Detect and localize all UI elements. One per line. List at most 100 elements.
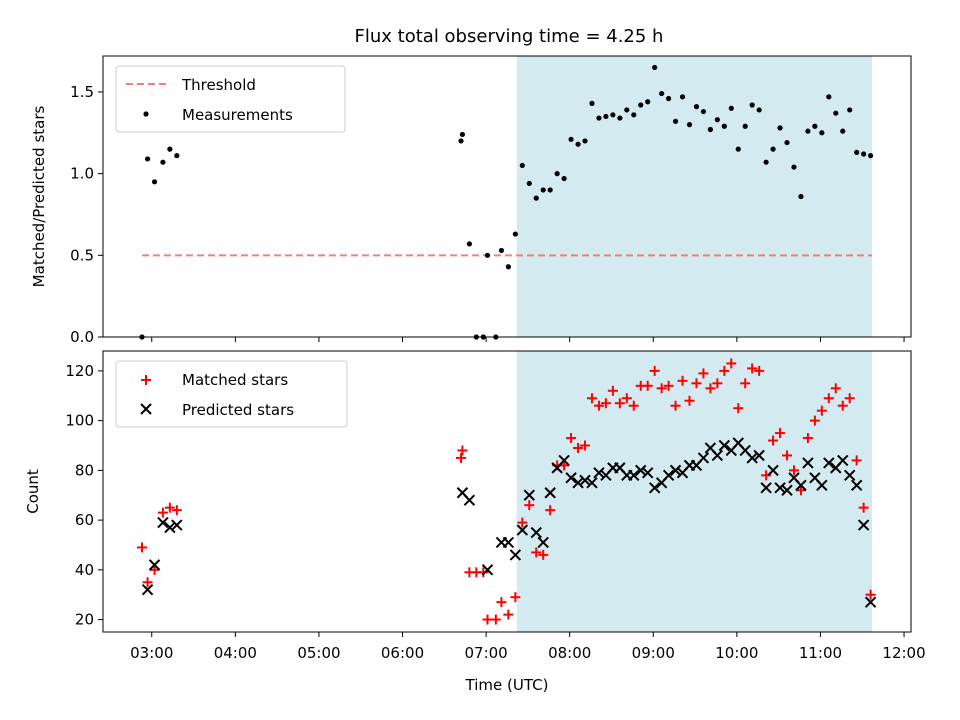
matched-star-point <box>865 589 876 600</box>
matched-star-point <box>837 400 848 411</box>
matched-star-point <box>726 358 737 369</box>
measurement-point <box>459 131 466 138</box>
x-tick-label: 04:00 <box>214 644 257 662</box>
predicted-star-point <box>718 439 731 452</box>
x-tick-label: 05:00 <box>297 644 340 662</box>
predicted-star-point <box>697 452 710 464</box>
measurement-point <box>645 99 651 105</box>
measurement-point <box>840 128 846 134</box>
measurement-point <box>707 126 713 133</box>
predicted-star-point <box>662 469 675 482</box>
legend-x-marker <box>140 403 152 415</box>
measurement-point <box>819 130 825 136</box>
top-axis-ticks: 0.0 0.5 1.0 1.5 <box>70 83 905 346</box>
matched-star-point <box>670 400 681 411</box>
predicted-star-point <box>171 519 183 531</box>
measurement-point <box>847 107 853 113</box>
matched-star-point <box>531 547 542 558</box>
predicted-star-point <box>502 536 515 549</box>
legend-threshold-label: Threshold <box>181 76 256 94</box>
measurement-point <box>582 138 588 144</box>
measurement-point <box>861 151 867 157</box>
measurement-point <box>700 108 707 115</box>
y-tick-label: 0.0 <box>70 328 94 346</box>
matched-star-point <box>573 442 584 453</box>
measurement-point <box>868 153 874 159</box>
measurement-point <box>714 117 720 123</box>
predicted-star-point <box>837 454 849 467</box>
measurement-point <box>505 264 511 270</box>
top-axes-frame <box>102 55 912 338</box>
matched-star-point <box>510 592 521 603</box>
predicted-star-point <box>579 474 591 487</box>
legend-measurements-label: Measurements <box>182 106 293 124</box>
matched-star-point <box>719 365 730 376</box>
y-tick-label: 40 <box>75 561 94 579</box>
matched-star-point <box>171 505 182 516</box>
matched-star-point <box>851 455 862 466</box>
matched-star-point <box>823 393 834 404</box>
measurement-point <box>631 112 637 118</box>
matched-star-point <box>457 445 468 456</box>
matched-star-point <box>157 507 168 518</box>
matched-star-point <box>628 400 639 411</box>
predicted-star-point <box>641 467 654 479</box>
y-tick-label: 80 <box>75 461 94 479</box>
x-tick-label: 12:00 <box>882 644 925 662</box>
top-legend: Threshold Measurements <box>115 65 346 133</box>
x-tick-label: 07:00 <box>464 644 507 662</box>
measurement-point <box>756 107 762 113</box>
measurement-point <box>540 187 546 193</box>
matched-star-point <box>830 383 841 394</box>
y-tick-label: 1.0 <box>70 165 94 183</box>
predicted-star-point <box>711 449 724 462</box>
matched-star-point <box>747 363 758 374</box>
measurement-point <box>533 195 539 201</box>
x-tick-label: 06:00 <box>381 644 424 662</box>
predicted-star-point <box>795 479 807 491</box>
matched-star-point <box>844 393 855 404</box>
y-tick-label: 60 <box>75 511 94 529</box>
predicted-star-point <box>760 482 772 494</box>
measurement-point <box>693 104 700 110</box>
x-tick-label: 03:00 <box>130 644 173 662</box>
matched-star-point <box>538 549 549 560</box>
measurement-point <box>603 113 609 120</box>
measurement-point <box>589 100 595 106</box>
measurement-point <box>784 139 790 146</box>
matched-star-point <box>503 609 514 620</box>
measurement-point <box>666 95 672 102</box>
predicted-star-point <box>463 494 476 506</box>
x-tick-label: 08:00 <box>548 644 591 662</box>
matched-star-point <box>740 378 751 389</box>
predicted-star-point <box>593 467 605 479</box>
matched-star-point <box>149 564 160 575</box>
measurement-point <box>805 128 811 134</box>
predicted-star-point <box>774 482 786 494</box>
predicted-star-point <box>864 596 877 608</box>
predicted-star-point <box>565 472 577 484</box>
measurement-point <box>547 187 553 193</box>
matched-star-point <box>580 440 591 451</box>
measurement-point <box>659 90 665 97</box>
matched-star-point <box>698 368 709 379</box>
predicted-star-point <box>544 487 556 499</box>
measurement-point <box>167 146 173 152</box>
measurement-point <box>160 159 166 165</box>
y-tick-label: 0.5 <box>70 246 94 264</box>
matched-star-point <box>566 433 577 444</box>
measurement-point <box>672 118 679 124</box>
legend-matched-swatch <box>141 375 151 385</box>
matched-star-point <box>684 395 695 406</box>
predicted-star-point <box>516 524 529 536</box>
measurement-point <box>458 138 464 144</box>
measurement-point <box>526 180 532 187</box>
measurement-point <box>854 149 860 155</box>
matched-star-point <box>164 502 175 513</box>
matched-star-point <box>642 380 653 391</box>
x-tick-label: 11:00 <box>799 644 842 662</box>
matched-star-point <box>621 393 632 404</box>
measurement-point <box>749 102 755 108</box>
matched-star-point <box>677 375 688 386</box>
top-panel: 0.0 0.5 1.0 1.5 Matched/Predicted stars Thr… <box>30 55 912 346</box>
